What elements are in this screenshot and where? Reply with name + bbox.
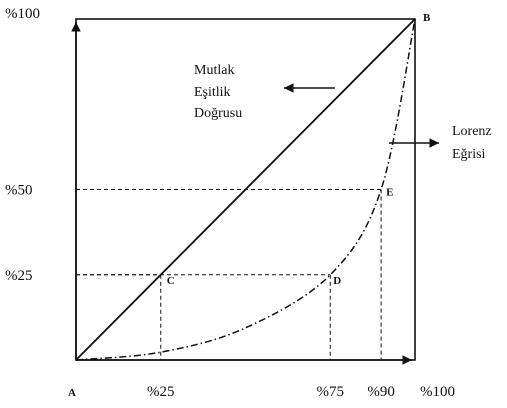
annotation-lorenz-curve: Lorenz Eğrisi (389, 124, 492, 162)
x-tick-label: %100 (420, 384, 455, 400)
lorenz-curve (75, 18, 416, 361)
guide-lines (76, 189, 382, 360)
x-tick-label: %25 (147, 384, 175, 400)
point-label-b: B (423, 12, 431, 24)
y-tick-label: %100 (5, 6, 40, 22)
point-label-a: A (68, 387, 76, 399)
annotation-line: Mutlak (194, 63, 234, 78)
point-label-e: E (386, 187, 393, 199)
annotation-line: Lorenz (452, 124, 492, 139)
point-labels: A B C D E (68, 12, 431, 399)
y-tick-label: %25 (5, 268, 33, 284)
tick-labels: %25 %75 %90 %100 %25 %50 %100 (5, 6, 455, 400)
y-tick-label: %50 (5, 183, 33, 199)
series-layer (75, 18, 416, 361)
point-label-d: D (333, 275, 341, 287)
annotation-line: Doğrusu (194, 106, 242, 121)
annotation-equality-line: Mutlak Eşitlik Doğrusu (194, 63, 335, 121)
x-tick-label: %75 (317, 384, 345, 400)
annotation-line: Eşitlik (194, 85, 231, 100)
equality-line (75, 18, 416, 361)
annotation-line: Eğrisi (452, 147, 486, 162)
x-tick-label: %90 (367, 384, 395, 400)
point-label-c: C (167, 275, 175, 287)
